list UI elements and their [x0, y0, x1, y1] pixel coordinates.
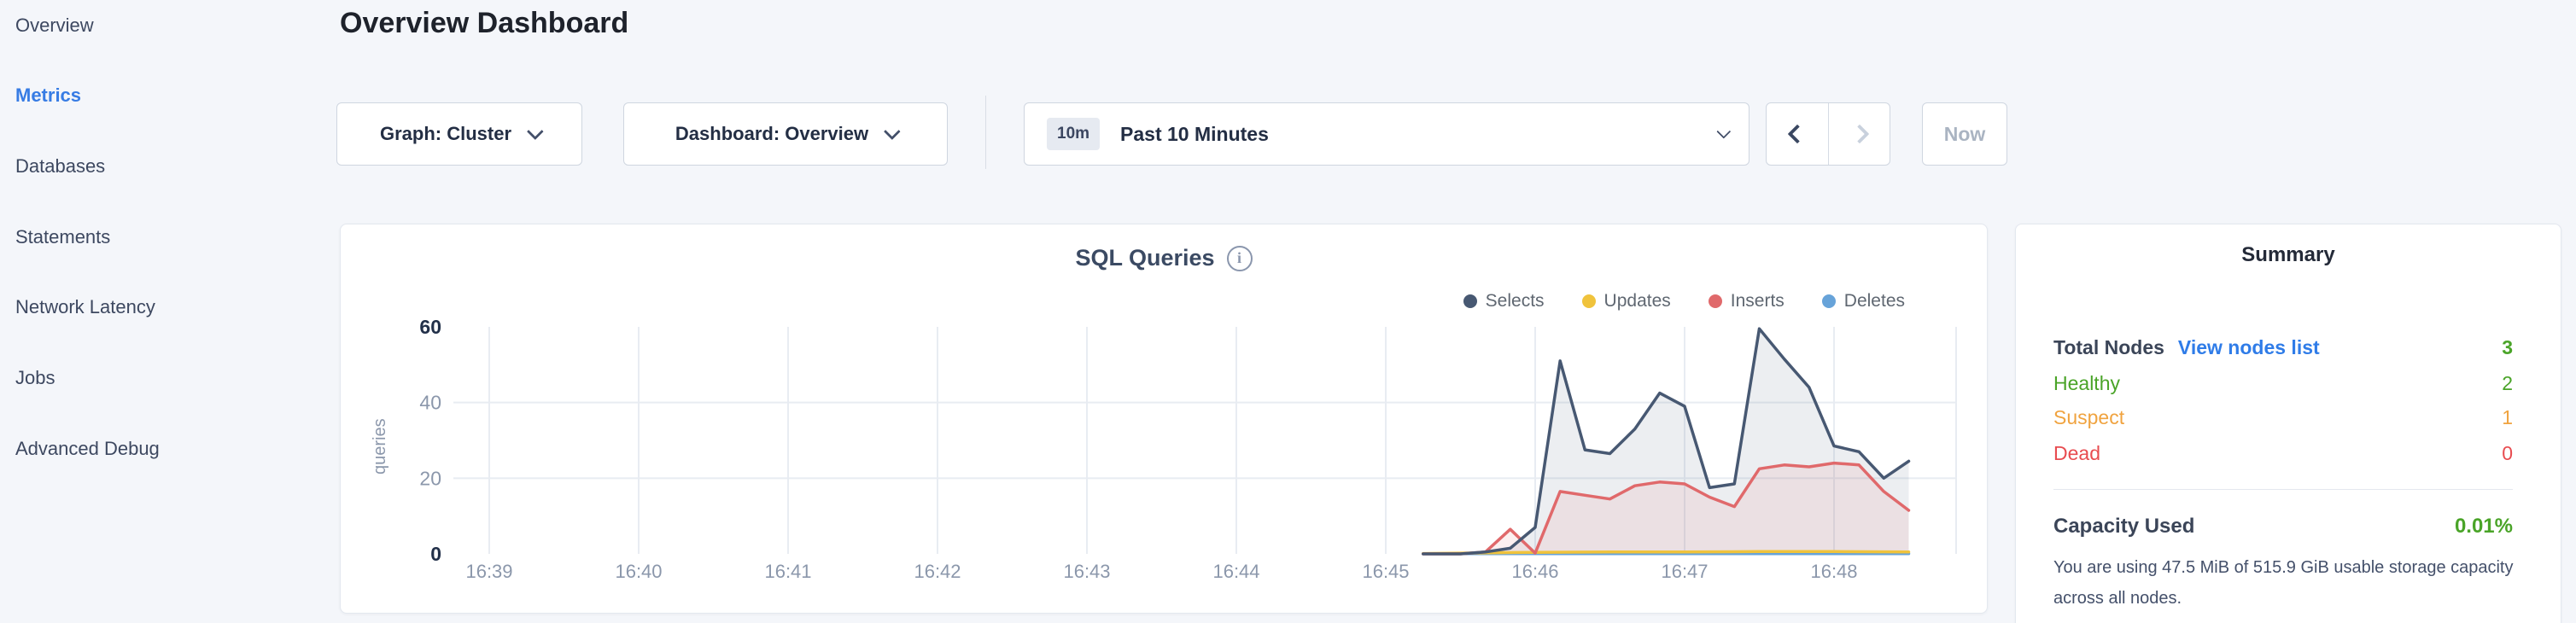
- sidebar-item-statements[interactable]: Statements: [15, 226, 111, 247]
- total-nodes-value: 3: [2502, 335, 2513, 358]
- svg-text:40: 40: [419, 392, 441, 414]
- now-button[interactable]: Now: [1922, 102, 2007, 166]
- chevron-left-icon: [1787, 124, 1808, 144]
- chevron-down-icon: [884, 123, 901, 141]
- svg-text:16:47: 16:47: [1661, 561, 1708, 582]
- healthy-label: Healthy: [2053, 371, 2120, 394]
- svg-text:20: 20: [419, 467, 441, 489]
- deletes-dot-icon: [1821, 294, 1836, 308]
- time-window-dropdown[interactable]: 10m Past 10 Minutes: [1024, 102, 1749, 166]
- summary-divider: [2053, 489, 2513, 490]
- inserts-dot-icon: [1708, 294, 1722, 308]
- page-title: Overview Dashboard: [340, 7, 629, 39]
- svg-text:16:43: 16:43: [1063, 561, 1110, 582]
- suspect-label: Suspect: [2053, 405, 2125, 428]
- legend-label: Deletes: [1843, 291, 1905, 311]
- svg-text:16:39: 16:39: [465, 561, 512, 582]
- legend-item-selects[interactable]: Selects: [1463, 291, 1545, 312]
- legend-label: Updates: [1603, 291, 1671, 311]
- sidebar: Overview Metrics Databases Statements Ne…: [0, 0, 290, 623]
- legend-item-updates[interactable]: Updates: [1581, 291, 1671, 312]
- updates-dot-icon: [1581, 294, 1596, 308]
- controls-divider: [985, 96, 986, 169]
- summary-row-suspect: Suspect 1: [2053, 404, 2513, 431]
- legend-item-deletes[interactable]: Deletes: [1821, 291, 1905, 312]
- chevron-right-icon: [1849, 124, 1869, 144]
- view-nodes-list-link[interactable]: View nodes list: [2177, 335, 2320, 358]
- svg-text:16:42: 16:42: [914, 561, 961, 582]
- svg-text:16:44: 16:44: [1212, 561, 1259, 582]
- total-nodes-label: Total Nodes: [2053, 335, 2164, 358]
- svg-text:queries: queries: [371, 418, 389, 475]
- dead-value: 0: [2502, 441, 2513, 464]
- chevron-down-icon: [526, 123, 544, 141]
- capacity-used-value: 0.01%: [2454, 515, 2513, 538]
- healthy-value: 2: [2502, 371, 2513, 394]
- dashboard-dropdown[interactable]: Dashboard: Overview: [623, 102, 948, 166]
- svg-text:16:48: 16:48: [1810, 561, 1857, 582]
- svg-text:16:41: 16:41: [764, 561, 811, 582]
- svg-text:16:40: 16:40: [615, 561, 662, 582]
- capacity-used-label: Capacity Used: [2053, 515, 2195, 538]
- sidebar-item-metrics[interactable]: Metrics: [15, 84, 82, 106]
- summary-panel: Summary Total Nodes View nodes list 3 He…: [2015, 224, 2561, 623]
- summary-row-healthy: Healthy 2: [2053, 370, 2513, 397]
- summary-title: Summary: [2241, 243, 2335, 266]
- summary-row-total-nodes: Total Nodes View nodes list 3: [2053, 334, 2513, 361]
- time-next-button[interactable]: [1828, 103, 1890, 165]
- chart-legend: Selects Updates Inserts Deletes: [1463, 291, 1905, 312]
- chart-title: SQL Queries: [1075, 245, 1215, 271]
- time-prev-button[interactable]: [1767, 103, 1828, 165]
- svg-text:16:45: 16:45: [1362, 561, 1409, 582]
- sidebar-item-network-latency[interactable]: Network Latency: [15, 296, 155, 317]
- svg-text:16:46: 16:46: [1511, 561, 1558, 582]
- info-icon[interactable]: i: [1226, 245, 1253, 271]
- sql-queries-chart[interactable]: 16:39 16:40 16:41 16:42 16:43 16:44 16:45 16:46…: [341, 224, 1989, 614]
- chevron-down-icon: [1716, 124, 1732, 139]
- dead-label: Dead: [2053, 441, 2100, 464]
- svg-text:60: 60: [419, 316, 441, 338]
- summary-row-dead: Dead 0: [2053, 440, 2513, 467]
- sidebar-item-jobs[interactable]: Jobs: [15, 367, 55, 388]
- selects-dot-icon: [1463, 294, 1477, 308]
- time-nav-group: [1766, 102, 1890, 166]
- time-window-label: Past 10 Minutes: [1120, 122, 1269, 145]
- sidebar-item-overview[interactable]: Overview: [15, 15, 94, 36]
- graph-scope-label: Graph: Cluster: [379, 123, 512, 144]
- legend-label: Inserts: [1730, 291, 1785, 311]
- legend-label: Selects: [1485, 291, 1545, 311]
- sidebar-item-databases[interactable]: Databases: [15, 155, 106, 177]
- dashboard-label: Dashboard: Overview: [675, 123, 869, 144]
- time-window-badge: 10m: [1047, 118, 1101, 150]
- sidebar-item-advanced-debug[interactable]: Advanced Debug: [15, 438, 160, 459]
- capacity-description: You are using 47.5 MiB of 515.9 GiB usab…: [2053, 558, 2514, 608]
- suspect-value: 1: [2502, 405, 2513, 428]
- legend-item-inserts[interactable]: Inserts: [1708, 291, 1785, 312]
- summary-row-capacity: Capacity Used 0.01%: [2053, 515, 2513, 539]
- graph-scope-dropdown[interactable]: Graph: Cluster: [336, 102, 582, 166]
- sql-queries-chart-card: 16:39 16:40 16:41 16:42 16:43 16:44 16:45 16:46…: [340, 224, 1988, 614]
- svg-text:0: 0: [430, 543, 441, 565]
